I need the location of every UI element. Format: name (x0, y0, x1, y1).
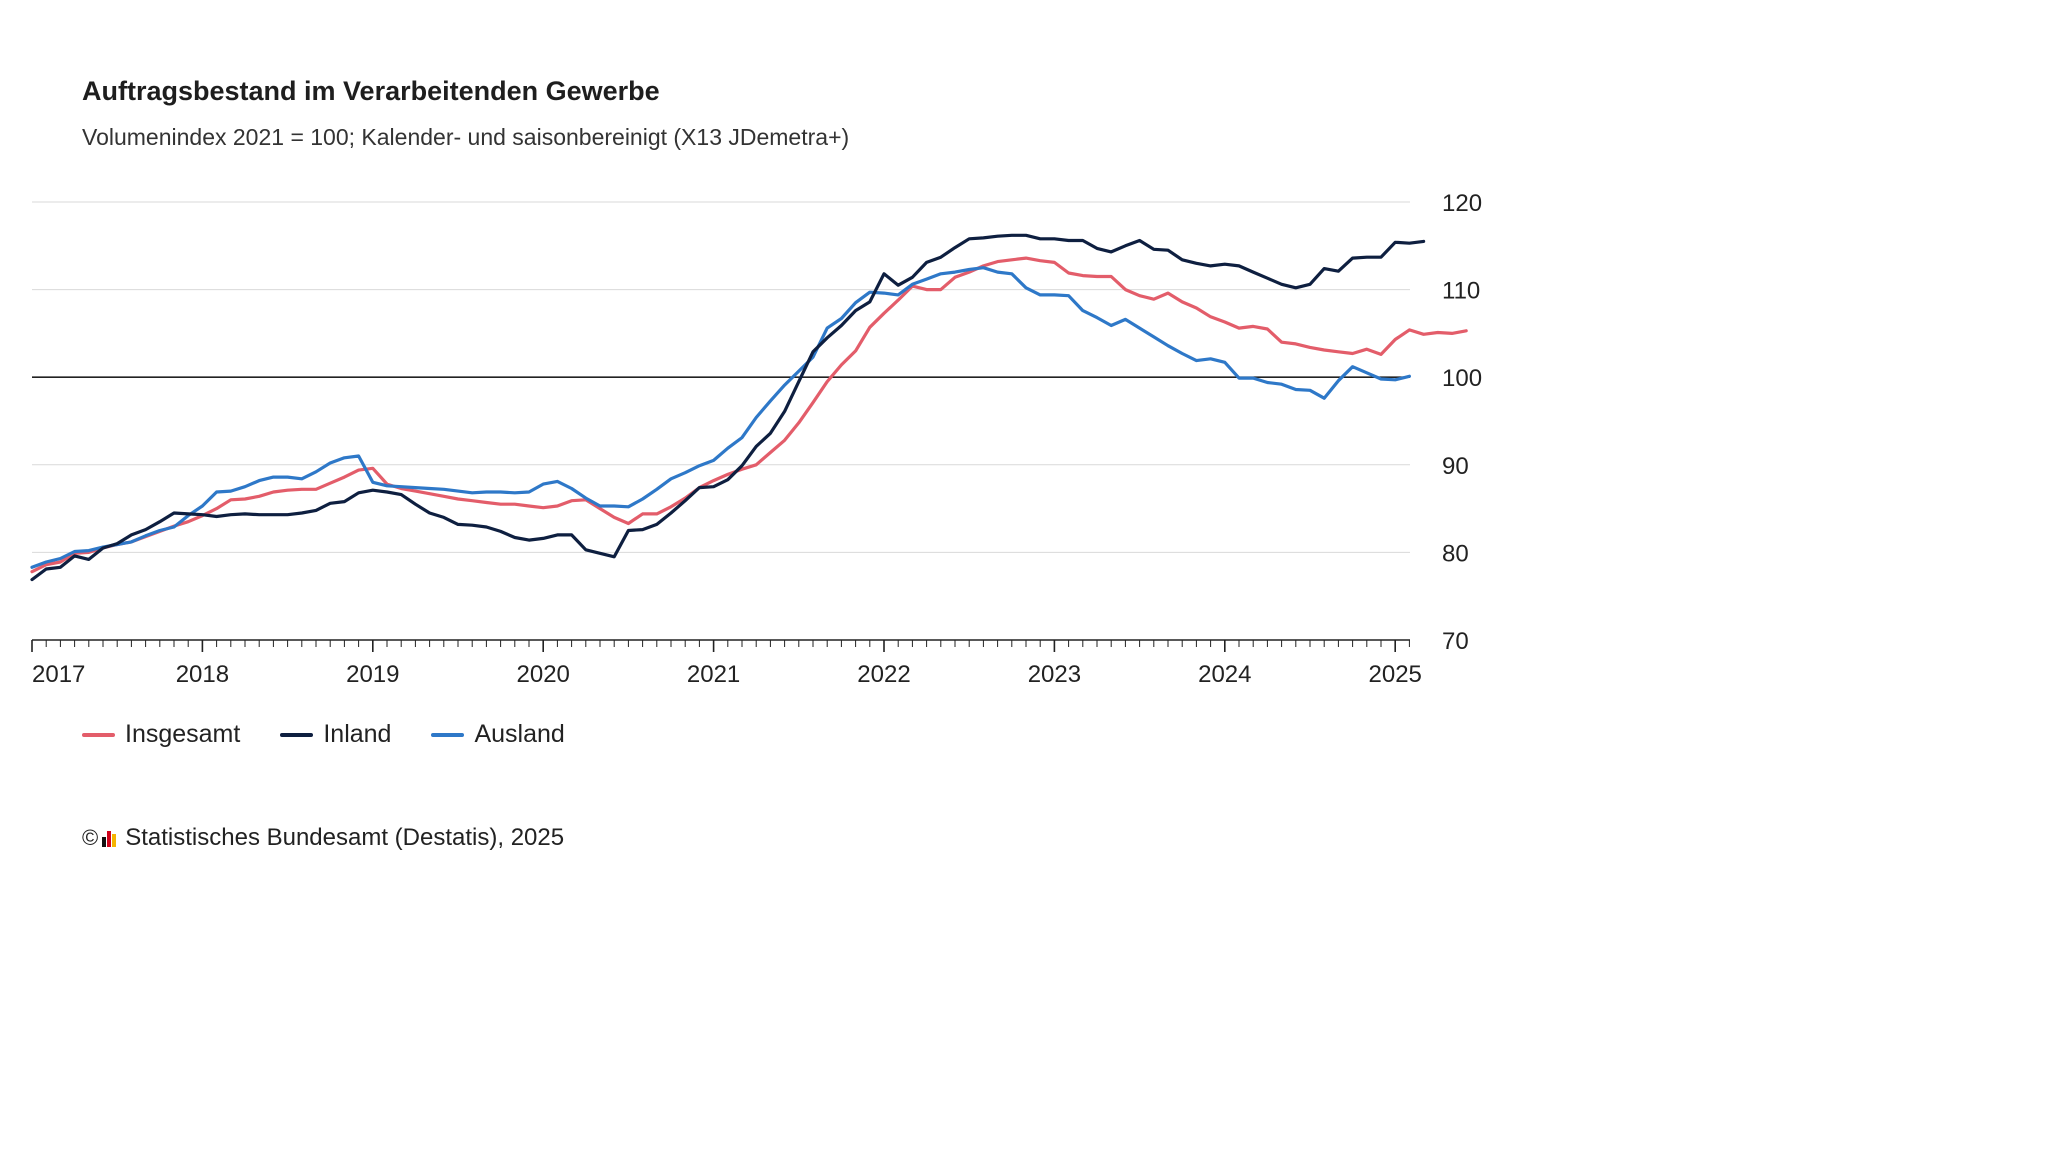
x-axis: 2017 2018 2019 2020 2021 2022 2023 2024 2025 (31, 639, 1422, 688)
x-tick-label: 2024 (1198, 661, 1251, 688)
legend-label: Insgesamt (125, 720, 241, 748)
series-line-ausland (30, 266, 1412, 569)
chart-subtitle: Volumenindex 2021 = 100; Kalender- und s… (82, 124, 850, 150)
x-tick-label: 2023 (1028, 661, 1081, 688)
x-tick-label: 2025 (1369, 661, 1422, 688)
legend-item-inland: Inland (280, 720, 391, 749)
y-tick-label: 90 (1442, 453, 1469, 480)
series-line-insgesamt (30, 256, 1468, 574)
legend: Insgesamt Inland Ausland (82, 720, 605, 749)
legend-swatch (82, 732, 115, 737)
y-tick-label: 70 (1442, 628, 1469, 655)
x-tick-label: 2021 (687, 661, 740, 688)
grid-lines (32, 201, 1410, 553)
destatis-logo-icon (102, 829, 117, 847)
chart-title: Auftragsbestand im Verarbeitenden Gewerb… (82, 76, 660, 106)
y-tick-label: 80 (1442, 540, 1469, 567)
x-tick-label: 2018 (176, 661, 229, 688)
line-chart: 2017 2018 2019 2020 2021 2022 2023 2024 2025 120… (30, 190, 1482, 688)
legend-item-ausland: Ausland (431, 720, 565, 749)
y-axis-ticks: 120 110 100 90 80 70 (1442, 190, 1482, 655)
y-tick-label: 120 (1442, 190, 1482, 217)
x-tick-label: 2020 (517, 661, 570, 688)
y-tick-label: 110 (1442, 278, 1480, 305)
y-tick-label: 100 (1442, 365, 1482, 392)
legend-label: Ausland (474, 720, 565, 748)
legend-label: Inland (323, 720, 392, 748)
legend-swatch (280, 732, 314, 737)
legend-item-insgesamt: Insgesamt (82, 720, 240, 749)
x-tick-label: 2019 (346, 661, 399, 688)
series-lines (30, 233, 1468, 582)
x-tick-label: 2022 (857, 661, 910, 688)
source-footer: © Statistisches Bundesamt (Destatis), 20… (82, 824, 564, 852)
copyright-icon: © (82, 825, 99, 850)
x-tick-label: 2017 (32, 661, 85, 688)
source-text: Statistisches Bundesamt (Destatis), 2025 (125, 824, 565, 851)
legend-swatch (431, 732, 465, 737)
series-line-inland (30, 233, 1426, 582)
